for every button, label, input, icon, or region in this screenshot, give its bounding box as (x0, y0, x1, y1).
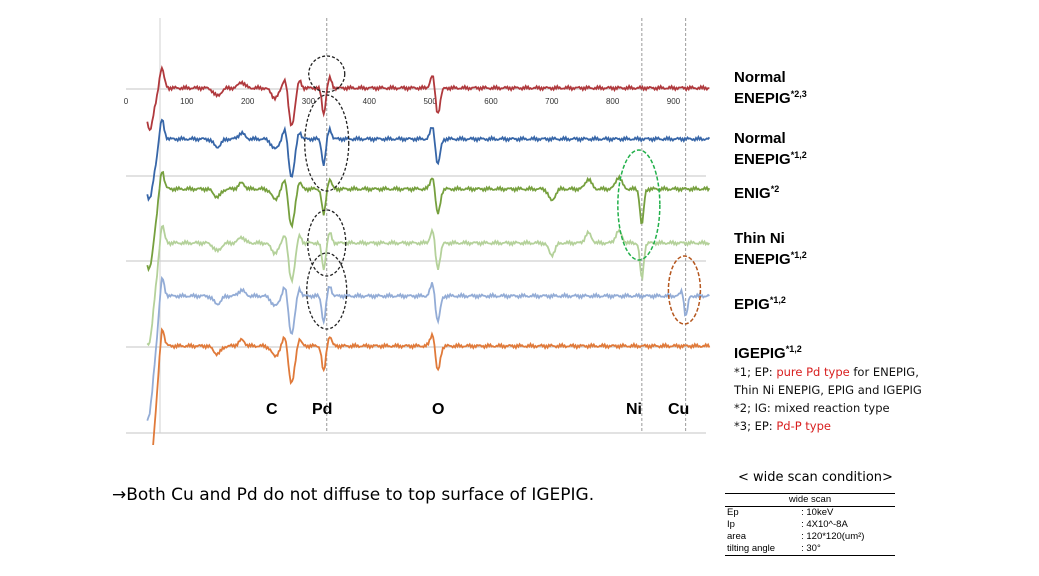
peak-label-ni: Ni (626, 401, 642, 418)
footnote-1: *1; EP: pure Pd type for ENEPIG, (734, 365, 919, 379)
peak-label-c: C (266, 401, 278, 418)
footnotes: *1; EP: pure Pd type for ENEPIG, Thin Ni… (734, 363, 922, 435)
footnote-1-cont: Thin Ni ENEPIG, EPIG and IGEPIG (734, 383, 922, 397)
peak-label-cu: Cu (668, 401, 690, 418)
series-line-5 (152, 327, 711, 445)
ws-key-tilt: tilting angle (725, 543, 800, 556)
ws-key-area: area (727, 531, 747, 542)
x-tick-label: 0 (124, 97, 129, 106)
auger-spectra-chart: 0 100 200 300 400 500 600 700 800 900 (124, 18, 711, 445)
series-line-4 (146, 275, 710, 421)
x-tick-label: 600 (484, 97, 498, 106)
highlight-pd-mid (304, 94, 350, 192)
x-tick-label: 500 (423, 97, 437, 106)
legend-igepig: IGEPIG*1,2 (734, 344, 802, 362)
legend-epig: EPIG*1,2 (734, 295, 786, 313)
highlight-pd-epig (306, 252, 348, 330)
ws-key-ep: Ep (727, 507, 739, 518)
wide-scan-header: wide scan (725, 493, 895, 507)
x-tick-label: 400 (363, 97, 377, 106)
ws-val-ip: : 4X10^-8A (801, 519, 848, 530)
wide-scan-table: wide scan Ep : 10keV Ip : 4X10^-8A area : 1… (725, 493, 895, 556)
peak-label-o: O (432, 401, 445, 418)
legend-enig: ENIG*2 (734, 184, 780, 202)
conclusion-text: →Both Cu and Pd do not diffuse to top su… (112, 485, 595, 505)
x-tick-label: 700 (545, 97, 559, 106)
peak-label-pd: Pd (312, 401, 333, 418)
ws-val-ep: : 10keV (801, 507, 834, 518)
legend-normal-enepig-12: Normal ENEPIG*1,2 (734, 130, 807, 168)
footnote-2: *2; IG: mixed reaction type (734, 401, 890, 415)
wide-scan-title: < wide scan condition> (738, 470, 893, 485)
x-tick-label: 100 (180, 97, 194, 106)
series-line-2 (146, 170, 711, 273)
x-tick-label: 300 (302, 97, 316, 106)
highlight-cu (667, 255, 702, 325)
ws-val-tilt: : 30° (799, 543, 895, 556)
footnote-3: *3; EP: Pd-P type (734, 419, 831, 433)
highlight-pd-top (308, 55, 346, 93)
series-line-1 (146, 118, 711, 202)
ws-key-ip: Ip (727, 519, 735, 530)
legend-normal-enepig-23: Normal ENEPIG*2,3 (734, 69, 807, 107)
series-line-3 (146, 224, 711, 347)
x-tick-label: 200 (241, 97, 255, 106)
x-tick-label: 800 (606, 97, 620, 106)
highlight-ni (617, 149, 661, 261)
series-line-0 (146, 65, 710, 132)
highlight-pd-thin (307, 209, 347, 277)
legend-thin-ni-enepig: Thin Ni ENEPIG*1,2 (734, 230, 807, 268)
ws-val-area: : 120*120(um²) (801, 531, 865, 542)
x-tick-label: 900 (667, 97, 681, 106)
